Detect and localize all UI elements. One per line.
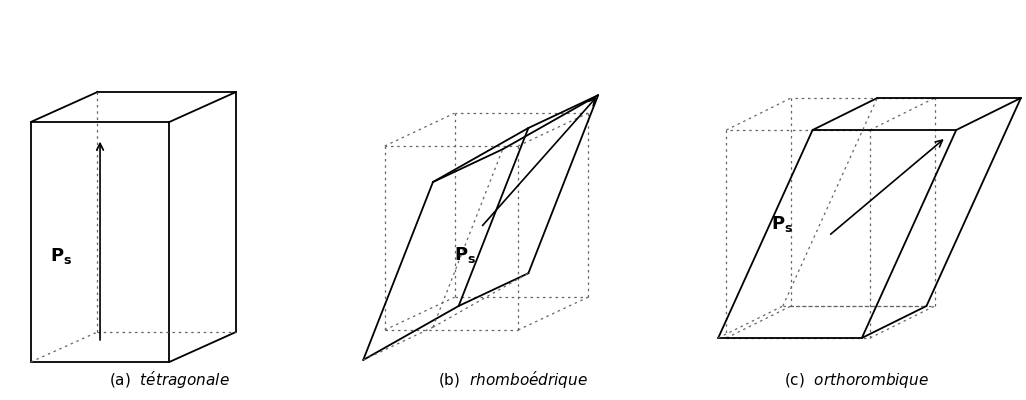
Text: $\mathbf{P}_\mathbf{s}$: $\mathbf{P}_\mathbf{s}$ — [50, 246, 72, 266]
Text: $\mathbf{P}_\mathbf{s}$: $\mathbf{P}_\mathbf{s}$ — [455, 245, 476, 265]
Text: $\mathbf{P}_\mathbf{s}$: $\mathbf{P}_\mathbf{s}$ — [772, 214, 793, 234]
Text: (a)  $\mathit{t\acute{e}tragonale}$: (a) $\mathit{t\acute{e}tragonale}$ — [109, 369, 230, 391]
Text: (b)  $\mathit{rhombo\acute{e}drique}$: (b) $\mathit{rhombo\acute{e}drique}$ — [438, 369, 588, 391]
Text: (c)  $\mathit{orthorombique}$: (c) $\mathit{orthorombique}$ — [784, 370, 930, 390]
